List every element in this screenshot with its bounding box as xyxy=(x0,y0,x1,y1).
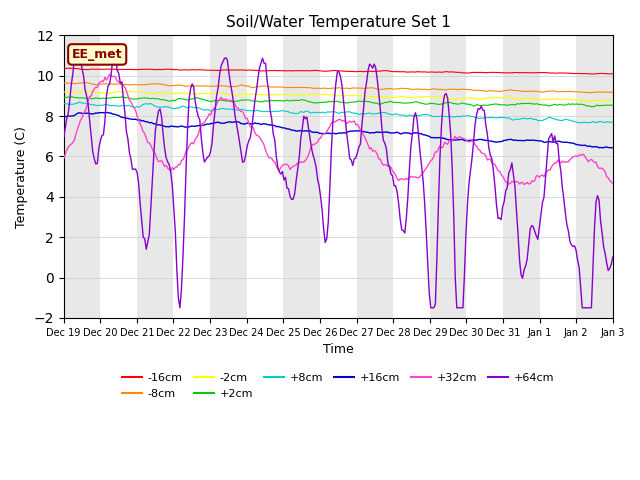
Bar xyxy=(100,36,137,318)
Bar xyxy=(576,36,613,318)
Bar xyxy=(503,36,540,318)
Bar xyxy=(320,36,356,318)
Bar xyxy=(63,36,100,318)
Bar xyxy=(356,36,393,318)
Bar xyxy=(393,36,429,318)
Bar xyxy=(540,36,576,318)
Y-axis label: Temperature (C): Temperature (C) xyxy=(15,126,28,228)
Bar xyxy=(210,36,246,318)
Title: Soil/Water Temperature Set 1: Soil/Water Temperature Set 1 xyxy=(226,15,451,30)
Bar xyxy=(173,36,210,318)
Bar xyxy=(137,36,173,318)
Bar xyxy=(284,36,320,318)
Legend: -16cm, -8cm, -2cm, +2cm, +8cm, +16cm, +32cm, +64cm: -16cm, -8cm, -2cm, +2cm, +8cm, +16cm, +3… xyxy=(118,369,559,403)
Bar xyxy=(467,36,503,318)
X-axis label: Time: Time xyxy=(323,343,354,356)
Bar xyxy=(246,36,284,318)
Bar xyxy=(429,36,467,318)
Text: EE_met: EE_met xyxy=(72,48,122,61)
